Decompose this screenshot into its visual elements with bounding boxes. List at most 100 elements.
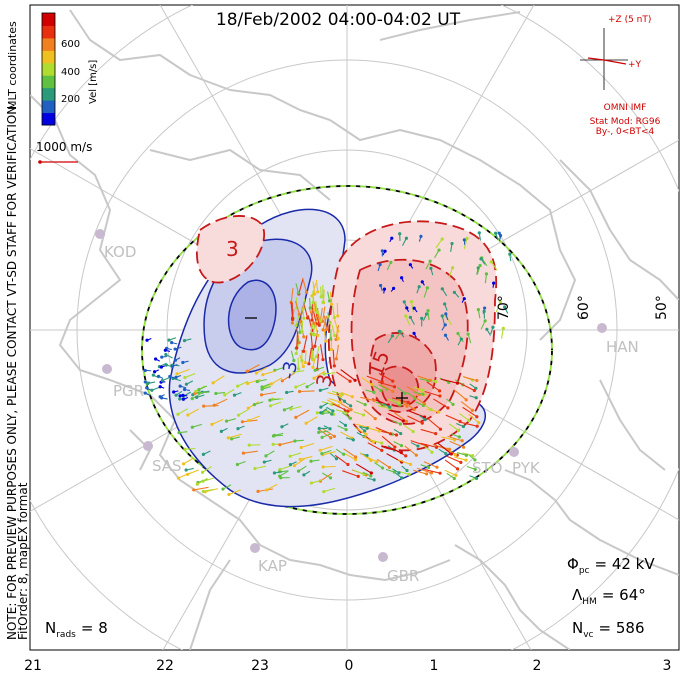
velocity-vector-origin bbox=[176, 476, 181, 480]
mlt-tick: 1 bbox=[430, 658, 439, 674]
velocity-vector bbox=[187, 408, 199, 416]
velocity-vector-origin bbox=[392, 286, 396, 291]
station-label-gbr: GBR bbox=[387, 567, 419, 585]
velocity-vector bbox=[340, 431, 353, 439]
velocity-vector-origin bbox=[256, 489, 260, 493]
velocity-vector bbox=[376, 458, 390, 468]
velocity-vector-origin bbox=[181, 360, 185, 365]
velocity-vector-origin bbox=[332, 364, 336, 368]
velocity-vector-origin bbox=[195, 395, 199, 399]
velocity-vector bbox=[343, 452, 356, 461]
velocity-vector-origin bbox=[412, 407, 416, 412]
velocity-vector-origin bbox=[329, 347, 333, 352]
velocity-vector bbox=[302, 277, 308, 293]
velocity-vector bbox=[375, 426, 391, 435]
colorbar-label: Vel [m/s] bbox=[88, 60, 99, 104]
velocity-vector-origin bbox=[316, 333, 320, 337]
velocity-vector-origin bbox=[392, 470, 397, 474]
velocity-vector-origin bbox=[145, 338, 149, 342]
velocity-vector-origin bbox=[334, 357, 338, 361]
velocity-vector bbox=[332, 306, 335, 318]
velocity-vector bbox=[178, 472, 191, 479]
mlt-tick: 0 bbox=[345, 658, 354, 674]
velocity-vector bbox=[410, 440, 426, 447]
velocity-vector bbox=[367, 442, 383, 451]
velocity-vector-origin bbox=[399, 450, 403, 455]
velocity-vector bbox=[446, 455, 462, 463]
velocity-vector-origin bbox=[288, 463, 293, 467]
imf-source: OMNI IMF bbox=[604, 103, 647, 113]
velocity-vector-origin bbox=[405, 468, 409, 473]
velocity-vector-origin bbox=[332, 434, 337, 438]
velocity-vector-origin bbox=[261, 373, 265, 377]
velocity-vector-origin bbox=[230, 437, 234, 441]
velocity-vector-origin bbox=[167, 338, 171, 342]
velocity-vector-origin bbox=[434, 432, 438, 436]
velocity-vector bbox=[378, 372, 394, 382]
velocity-vector-origin bbox=[296, 291, 301, 295]
velocity-vector bbox=[309, 298, 311, 308]
velocity-vector bbox=[454, 456, 467, 461]
velocity-vector-origin bbox=[321, 357, 325, 362]
velocity-vector-origin bbox=[190, 397, 194, 401]
velocity-vector-origin bbox=[297, 341, 301, 345]
velocity-vector-origin bbox=[451, 266, 455, 270]
station-markers bbox=[95, 229, 607, 562]
velocity-vector-origin bbox=[434, 445, 439, 449]
velocity-vector bbox=[461, 421, 478, 427]
velocity-vector bbox=[184, 447, 196, 450]
velocity-vector-origin bbox=[290, 316, 295, 320]
velocity-vector bbox=[370, 439, 382, 444]
velocity-vector-origin bbox=[457, 435, 461, 439]
velocity-vector-origin bbox=[473, 467, 477, 471]
velocity-vector bbox=[495, 301, 501, 313]
velocity-vector-origin bbox=[252, 403, 256, 407]
velocity-vector-origin bbox=[464, 453, 468, 457]
velocity-vector-origin bbox=[482, 309, 486, 313]
velocity-vector-origin bbox=[420, 280, 424, 284]
velocity-vector-origin bbox=[272, 433, 277, 438]
velocity-vectors bbox=[143, 231, 512, 497]
velocity-vector-origin bbox=[399, 276, 404, 280]
velocity-vector-origin bbox=[388, 432, 393, 436]
velocity-vector-origin bbox=[380, 441, 384, 445]
velocity-vector bbox=[336, 371, 351, 382]
velocity-vector-origin bbox=[491, 325, 495, 329]
velocity-vector-origin bbox=[178, 384, 182, 388]
velocity-vector-origin bbox=[440, 314, 444, 318]
stat-phi-pc: Φpc = 42 kV bbox=[567, 555, 655, 576]
imf-model-1: Stat Mod: RG96 bbox=[590, 117, 661, 127]
velocity-vector bbox=[323, 487, 336, 493]
velocity-vector-origin bbox=[245, 369, 249, 373]
velocity-vector-origin bbox=[311, 332, 315, 336]
velocity-vector-origin bbox=[173, 347, 177, 351]
velocity-vector bbox=[413, 469, 427, 475]
velocity-vector bbox=[296, 331, 299, 348]
velocity-vector-origin bbox=[219, 429, 223, 433]
velocity-vector bbox=[295, 409, 310, 418]
velocity-vector-origin bbox=[299, 319, 303, 324]
velocity-vector-origin bbox=[420, 421, 424, 425]
velocity-colorbar: 600 400 200 Vel [m/s] bbox=[41, 12, 99, 126]
velocity-vector bbox=[463, 376, 477, 382]
velocity-vector bbox=[361, 377, 373, 386]
velocity-vector bbox=[282, 372, 295, 382]
station-label-han: HAN bbox=[606, 338, 639, 356]
velocity-vector-origin bbox=[181, 462, 186, 466]
velocity-vector-origin bbox=[483, 306, 487, 310]
velocity-vector-origin bbox=[186, 413, 190, 417]
velocity-vector-origin bbox=[458, 419, 462, 424]
lat-label-50: 50° bbox=[654, 295, 670, 320]
velocity-vector-origin bbox=[394, 433, 399, 437]
velocity-vector-origin bbox=[390, 334, 395, 338]
velocity-vector bbox=[335, 409, 348, 414]
velocity-vector-origin bbox=[380, 466, 385, 470]
velocity-vector-origin bbox=[459, 337, 463, 341]
velocity-vector-origin bbox=[319, 295, 323, 299]
velocity-vector-origin bbox=[466, 332, 470, 336]
velocity-vector-origin bbox=[459, 460, 463, 464]
velocity-vector-origin bbox=[472, 388, 476, 393]
velocity-vector-origin bbox=[424, 472, 429, 476]
velocity-vector bbox=[322, 306, 326, 322]
velocity-vector-origin bbox=[164, 363, 168, 367]
